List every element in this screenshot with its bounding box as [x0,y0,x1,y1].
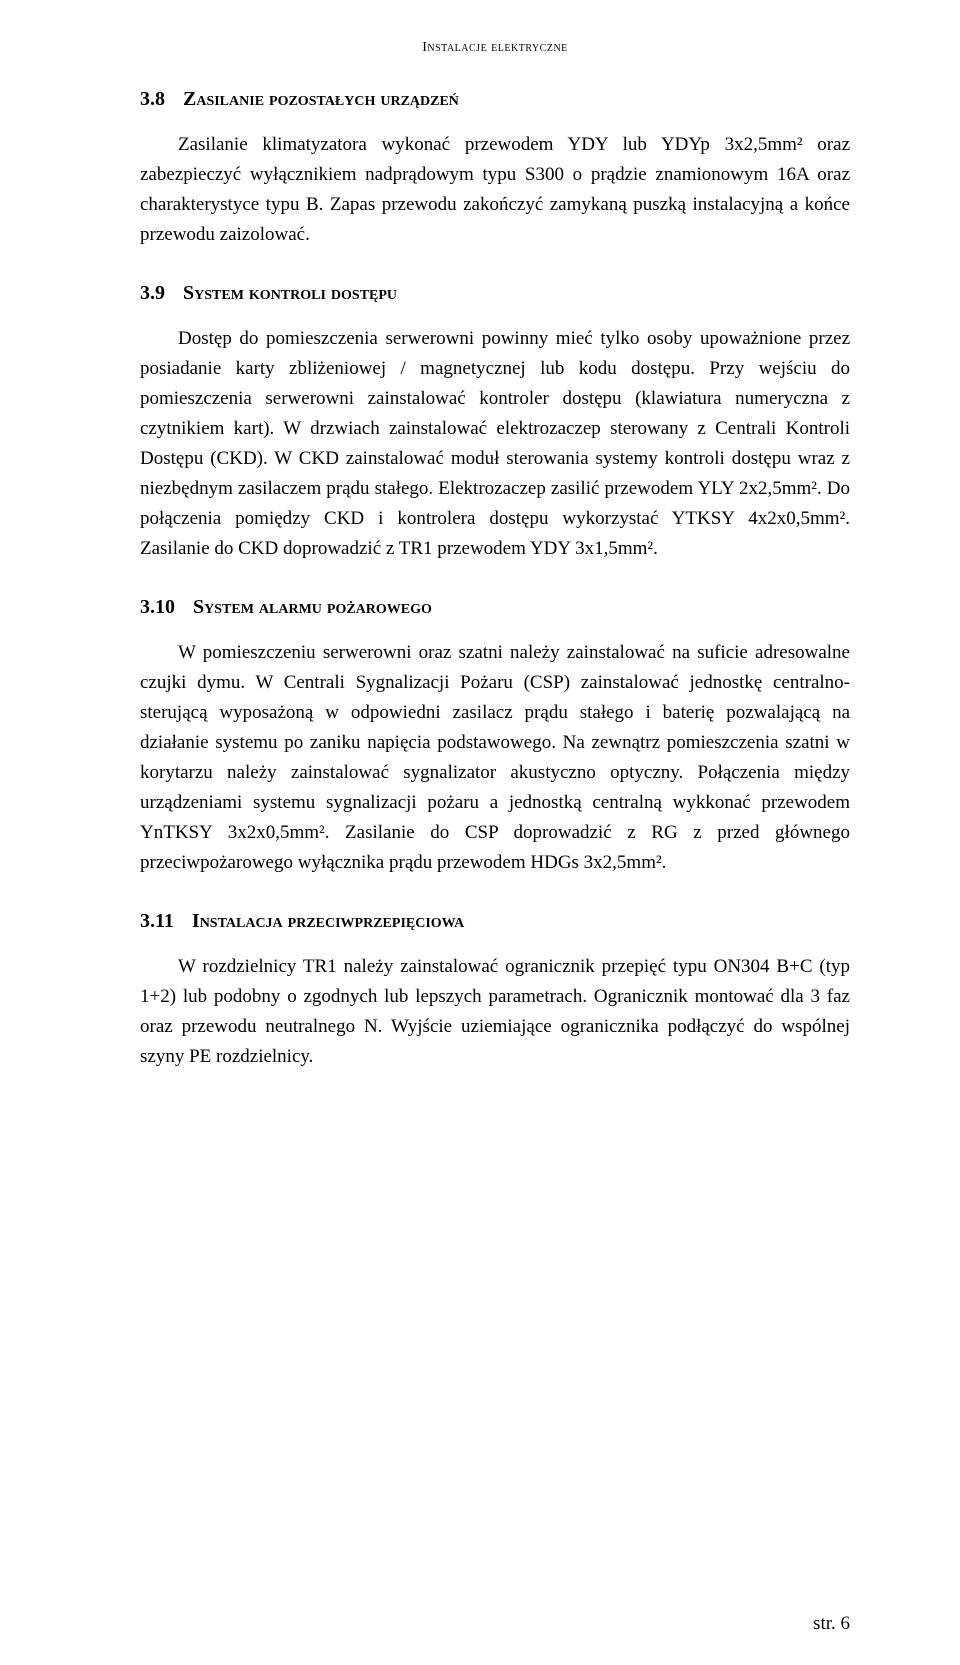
document-page: Instalacje elektryczne 3.8 Zasilanie pozo… [0,0,960,1665]
section-title: System kontroli dostępu [183,282,397,304]
paragraph: Dostęp do pomieszczenia serwerowni powin… [140,324,850,564]
section-title: Zasilanie pozostałych urządzeń [183,88,459,110]
section-heading: 3.11 Instalacja przeciwprzepięciowa [140,908,850,934]
section-number: 3.10 [140,596,175,618]
section-heading: 3.8 Zasilanie pozostałych urządzeń [140,86,850,112]
section-number: 3.11 [140,910,174,932]
paragraph: W rozdzielnicy TR1 należy zainstalować o… [140,952,850,1072]
paragraph: Zasilanie klimatyzatora wykonać przewode… [140,130,850,250]
section-heading: 3.9 System kontroli dostępu [140,280,850,306]
section-title: System alarmu pożarowego [193,596,432,618]
section-number: 3.8 [140,88,165,110]
page-number: str. 6 [813,1613,850,1635]
section-title: Instalacja przeciwprzepięciowa [192,910,464,932]
section-heading: 3.10 System alarmu pożarowego [140,594,850,620]
paragraph: W pomieszczeniu serwerowni oraz szatni n… [140,638,850,878]
running-head: Instalacje elektryczne [140,40,850,56]
section-number: 3.9 [140,282,165,304]
